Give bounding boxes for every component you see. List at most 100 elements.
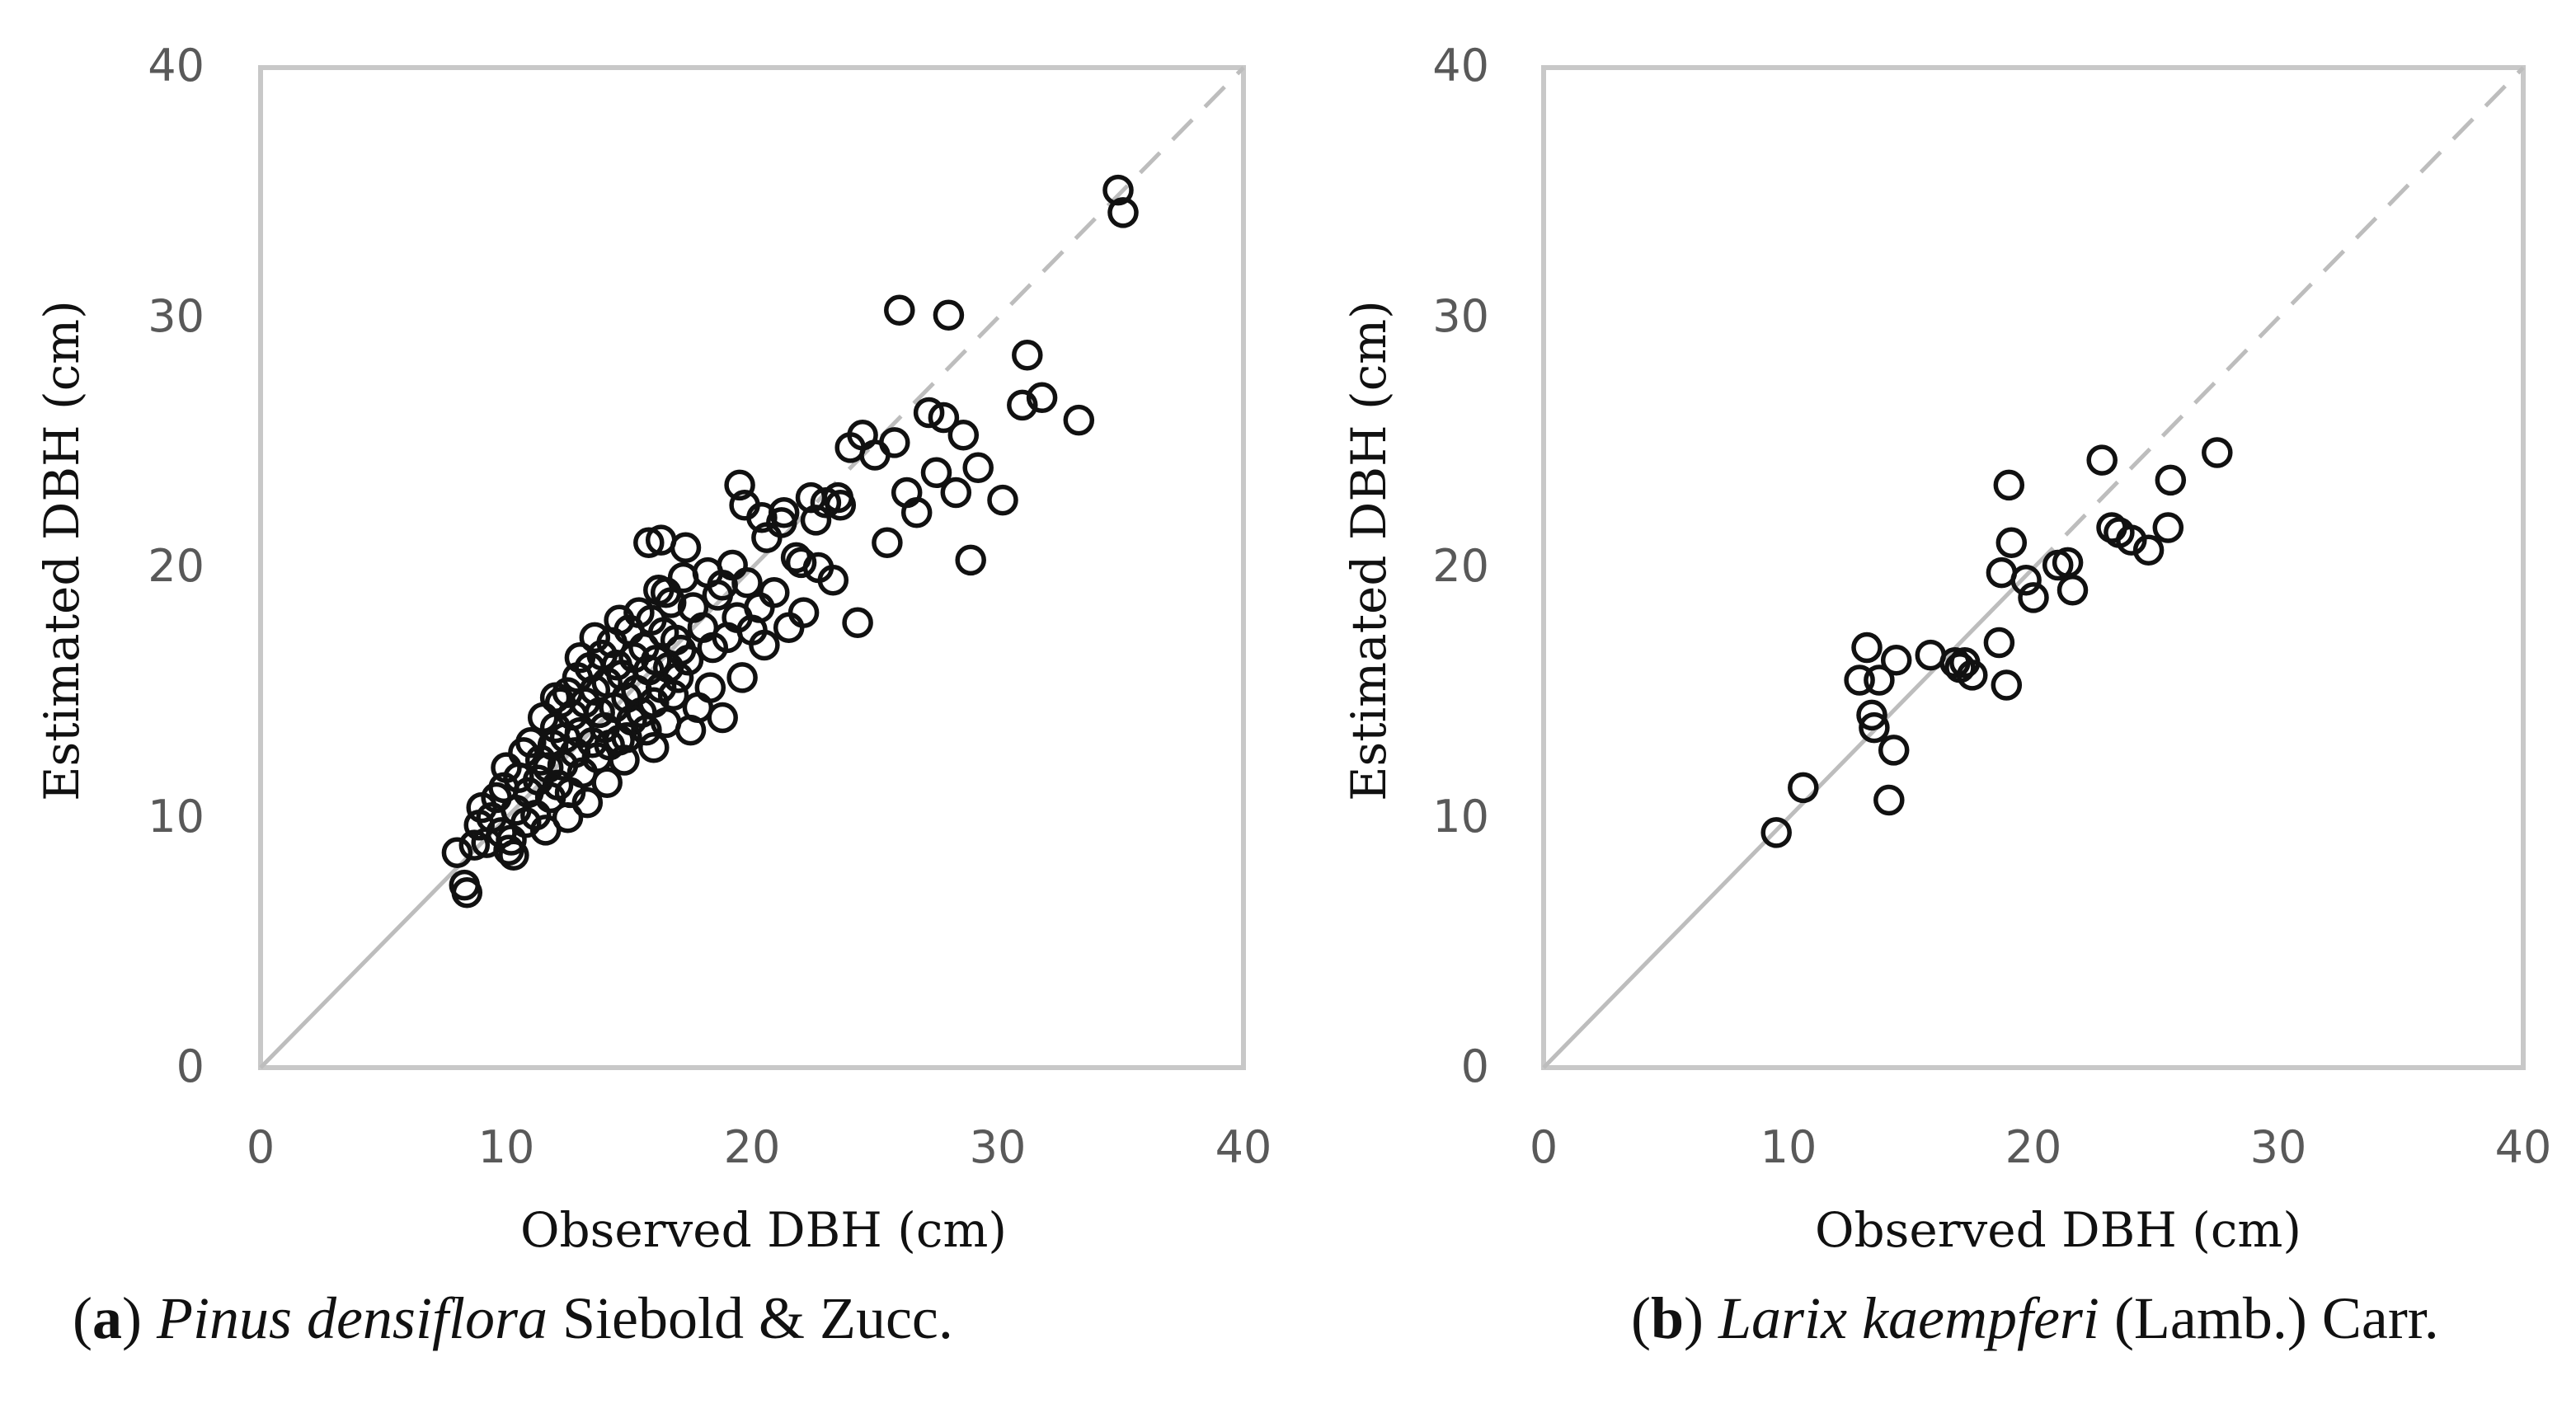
data-point bbox=[2086, 444, 2118, 476]
caption-species: Pinus densiflora bbox=[156, 1285, 548, 1351]
chart-panel-a: Estimated DBH (cm) 0 10 20 30 40 0 10 20… bbox=[34, 40, 1272, 1258]
data-point bbox=[785, 547, 817, 579]
data-point bbox=[1856, 699, 1887, 731]
data-point bbox=[2132, 534, 2165, 566]
y-axis-title-a: Estimated DBH (cm) bbox=[34, 300, 90, 801]
data-point bbox=[707, 702, 738, 734]
data-point bbox=[631, 714, 662, 746]
data-point bbox=[611, 721, 642, 754]
x-ticks-a: 0 10 20 30 40 bbox=[247, 1121, 1272, 1173]
data-point bbox=[694, 672, 726, 703]
data-point bbox=[2155, 464, 2187, 496]
data-point bbox=[1993, 469, 2025, 501]
data-point bbox=[650, 577, 682, 608]
data-point bbox=[1788, 772, 1819, 804]
data-point bbox=[1012, 339, 1043, 371]
data-point bbox=[724, 469, 755, 501]
x-axis-title-b: Observed DBH (cm) bbox=[1815, 1202, 2301, 1258]
data-point bbox=[955, 544, 986, 576]
data-point bbox=[2116, 524, 2147, 556]
data-point bbox=[822, 481, 854, 514]
data-point bbox=[2018, 582, 2049, 613]
data-point bbox=[1102, 174, 1134, 206]
data-point bbox=[1991, 669, 2023, 701]
caption-species: Larix kaempferi bbox=[1718, 1285, 2099, 1351]
data-point bbox=[1026, 382, 1058, 414]
data-point bbox=[1107, 197, 1139, 228]
data-point bbox=[1878, 735, 1910, 766]
data-point bbox=[458, 829, 491, 861]
data-point bbox=[496, 824, 527, 856]
data-point bbox=[515, 727, 547, 758]
identity-line-dashed-b bbox=[2032, 66, 2525, 570]
y-tick-label: 40 bbox=[148, 40, 204, 92]
caption-a: (a) Pinus densiflora Siebold & Zucc. bbox=[73, 1285, 953, 1351]
data-point bbox=[1760, 817, 1792, 848]
x-tick-label: 30 bbox=[2250, 1121, 2307, 1173]
data-point bbox=[746, 502, 778, 533]
data-point bbox=[552, 802, 584, 833]
x-ticks-b: 0 10 20 30 40 bbox=[1530, 1121, 2552, 1173]
y-axis-title-b: Estimated DBH (cm) bbox=[1341, 300, 1397, 801]
y-ticks-a: 0 10 20 30 40 bbox=[148, 40, 204, 1092]
data-point bbox=[773, 612, 805, 644]
data-point bbox=[987, 484, 1018, 516]
x-tick-label: 20 bbox=[724, 1121, 781, 1173]
points-b bbox=[1760, 437, 2233, 848]
data-point bbox=[441, 837, 473, 868]
data-point bbox=[665, 634, 697, 666]
data-point bbox=[817, 564, 849, 596]
y-ticks-b: 0 10 20 30 40 bbox=[1432, 40, 1489, 1092]
data-point bbox=[768, 497, 800, 528]
data-point bbox=[1851, 632, 1883, 664]
data-point bbox=[609, 744, 640, 776]
data-point bbox=[604, 604, 635, 636]
y-tick-label: 30 bbox=[148, 290, 204, 342]
data-point bbox=[707, 569, 738, 601]
data-point bbox=[726, 662, 758, 693]
data-point bbox=[1957, 660, 1988, 691]
points-a bbox=[441, 174, 1139, 909]
data-point bbox=[920, 457, 952, 489]
data-point bbox=[1880, 644, 1912, 676]
caption-b: (b) Larix kaempferi (Lamb.) Carr. bbox=[1631, 1285, 2439, 1351]
data-point bbox=[1983, 627, 2015, 659]
caption-authority: Siebold & Zucc. bbox=[562, 1285, 953, 1351]
y-tick-label: 20 bbox=[148, 540, 204, 592]
data-point bbox=[675, 714, 707, 746]
data-point bbox=[759, 577, 790, 608]
data-point bbox=[667, 561, 699, 594]
data-point bbox=[1864, 664, 1895, 696]
chart-panel-b: Estimated DBH (cm) 0 10 20 30 40 0 10 20… bbox=[1341, 40, 2551, 1258]
data-point bbox=[884, 294, 915, 326]
data-point bbox=[498, 839, 529, 871]
y-tick-label: 20 bbox=[1432, 540, 1489, 592]
x-tick-label: 30 bbox=[970, 1121, 1027, 1173]
data-point bbox=[1844, 664, 1875, 696]
x-tick-label: 10 bbox=[1760, 1121, 1817, 1173]
y-tick-label: 0 bbox=[176, 1040, 204, 1092]
data-point bbox=[787, 597, 820, 628]
data-point bbox=[539, 682, 571, 713]
data-point bbox=[657, 679, 689, 711]
data-point bbox=[928, 401, 960, 434]
data-point bbox=[559, 737, 591, 768]
data-point bbox=[633, 527, 665, 558]
data-point bbox=[564, 641, 596, 674]
data-point bbox=[591, 767, 623, 799]
plot-frame-b bbox=[1541, 65, 2526, 1070]
y-tick-label: 30 bbox=[1432, 290, 1489, 342]
data-point bbox=[1995, 527, 2028, 558]
x-tick-label: 40 bbox=[2495, 1121, 2552, 1173]
data-point bbox=[1859, 711, 1890, 744]
data-point bbox=[842, 607, 873, 638]
data-point bbox=[940, 477, 972, 509]
x-tick-label: 0 bbox=[1530, 1121, 1558, 1173]
data-point bbox=[638, 732, 670, 763]
data-point bbox=[579, 622, 611, 654]
data-point bbox=[1063, 404, 1095, 436]
data-point bbox=[947, 420, 980, 451]
data-point bbox=[584, 697, 615, 729]
data-point bbox=[1873, 784, 1905, 816]
